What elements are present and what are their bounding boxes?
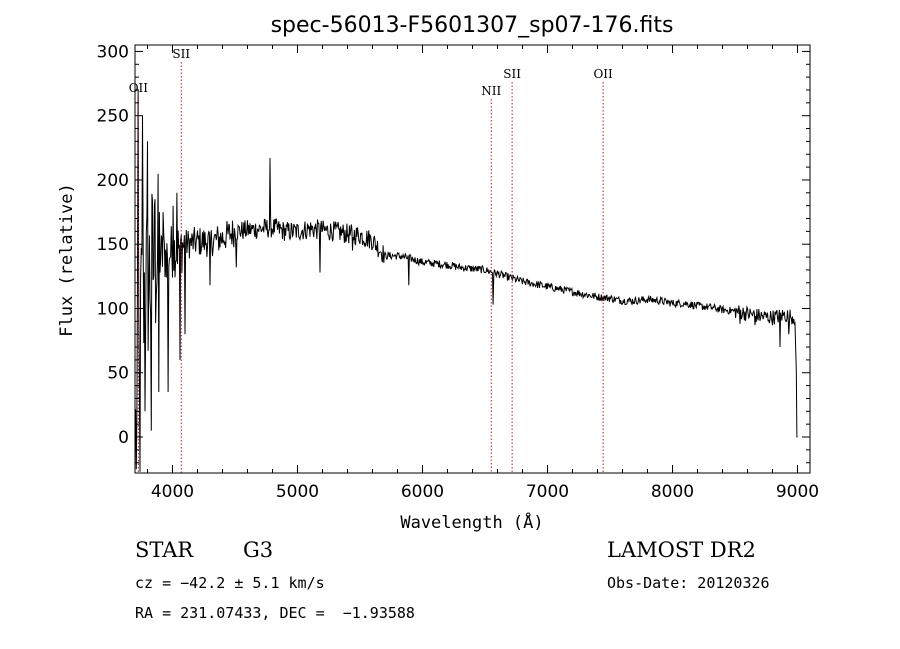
x-tick-label-6000: 6000 xyxy=(401,482,444,502)
spectrum-line xyxy=(135,89,798,472)
y-axis-label: Flux (relative) xyxy=(57,183,77,337)
y-tick-label-300: 300 xyxy=(97,42,129,62)
y-tick-label-150: 150 xyxy=(97,235,129,255)
y-tick-label-250: 250 xyxy=(97,107,129,127)
y-tick-label-0: 0 xyxy=(118,428,129,448)
y-tick-label-100: 100 xyxy=(97,299,129,319)
emission-line-label-2: NII xyxy=(481,84,501,98)
plot-frame xyxy=(134,44,811,474)
redshift-readout: cz = −42.2 ± 5.1 km/s xyxy=(135,574,325,592)
x-tick-label-9000: 9000 xyxy=(776,482,819,502)
observation-date: Obs-Date: 20120326 xyxy=(607,574,770,592)
emission-line-label-3: SII xyxy=(503,67,521,81)
x-axis-label: Wavelength (Å) xyxy=(400,511,543,533)
x-tick-label-5000: 5000 xyxy=(276,482,319,502)
emission-line-label-0: OII xyxy=(129,81,149,95)
x-tick-label-4000: 4000 xyxy=(151,482,194,502)
object-class: STAR xyxy=(135,538,194,562)
x-tick-label-7000: 7000 xyxy=(526,482,569,502)
chart-title: spec-56013-F5601307_sp07-176.fits xyxy=(271,13,674,38)
x-tick-label-8000: 8000 xyxy=(651,482,694,502)
object-subclass: G3 xyxy=(243,538,274,562)
emission-line-label-4: OII xyxy=(593,67,613,81)
emission-line-label-1: SII xyxy=(172,47,190,61)
coordinates-readout: RA = 231.07433, DEC = −1.93588 xyxy=(135,604,415,622)
y-tick-label-200: 200 xyxy=(97,171,129,191)
y-tick-label-50: 50 xyxy=(107,364,129,384)
survey-name: LAMOST DR2 xyxy=(607,538,756,562)
